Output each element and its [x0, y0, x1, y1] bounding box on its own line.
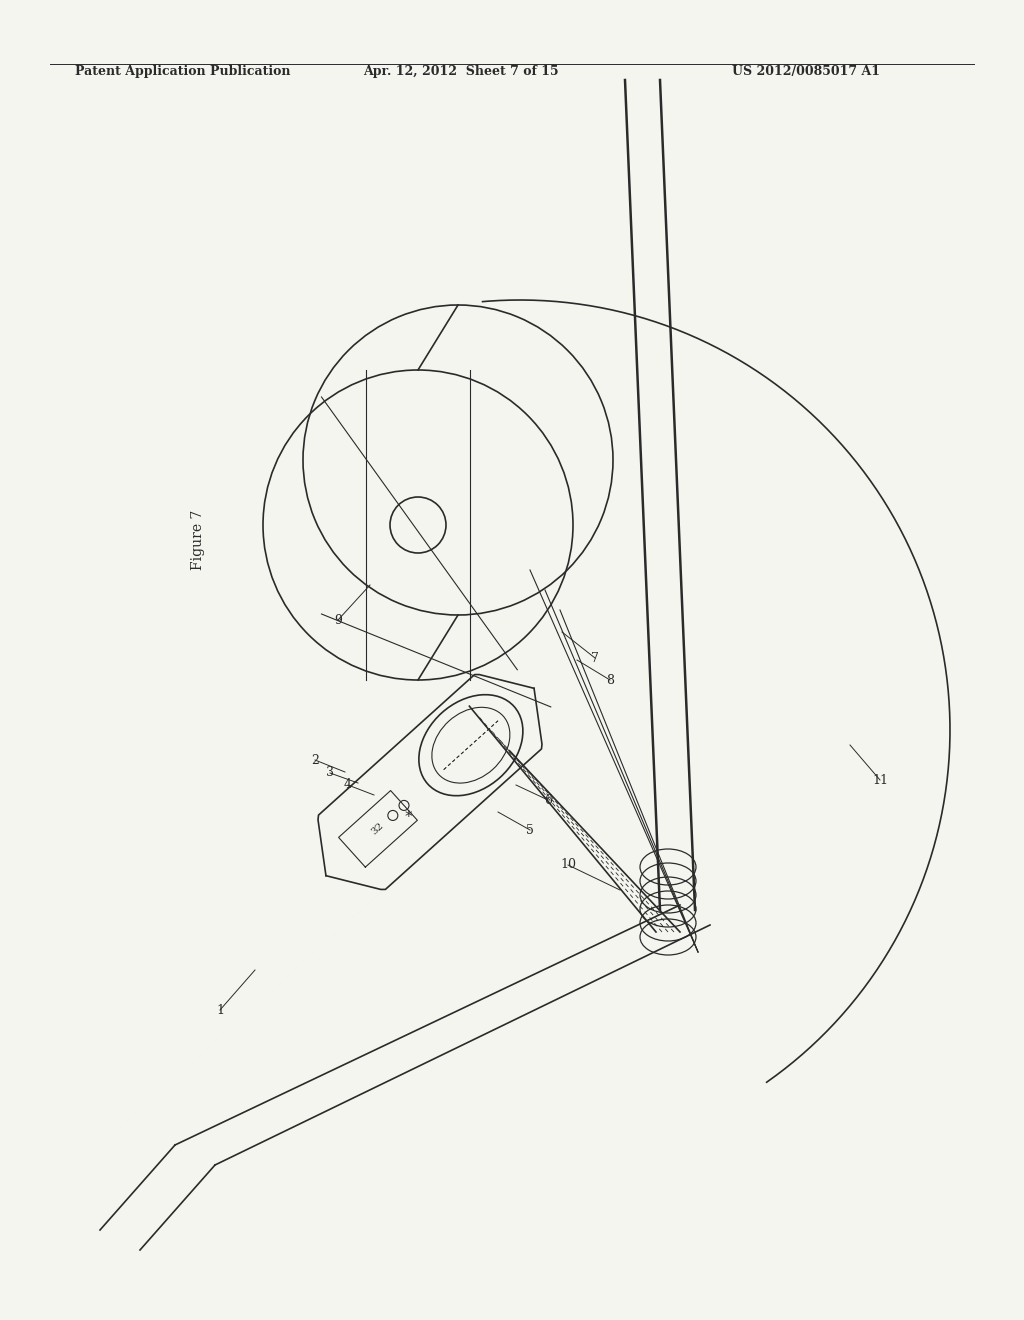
Text: *: * — [404, 810, 412, 825]
Text: Patent Application Publication: Patent Application Publication — [75, 65, 290, 78]
Text: 10: 10 — [560, 858, 575, 871]
Text: US 2012/0085017 A1: US 2012/0085017 A1 — [732, 65, 881, 78]
Text: Figure 7: Figure 7 — [191, 510, 205, 570]
Text: 11: 11 — [872, 774, 888, 787]
Text: 2: 2 — [311, 754, 318, 767]
Text: Apr. 12, 2012  Sheet 7 of 15: Apr. 12, 2012 Sheet 7 of 15 — [364, 65, 559, 78]
Text: 9: 9 — [334, 614, 342, 627]
Text: 3: 3 — [326, 767, 334, 780]
Text: 4: 4 — [344, 779, 352, 792]
Text: 6: 6 — [544, 793, 552, 807]
Text: 32: 32 — [370, 821, 386, 837]
Text: 7: 7 — [591, 652, 599, 664]
Text: 5: 5 — [526, 824, 534, 837]
Text: 8: 8 — [606, 673, 614, 686]
Text: 1: 1 — [216, 1003, 224, 1016]
